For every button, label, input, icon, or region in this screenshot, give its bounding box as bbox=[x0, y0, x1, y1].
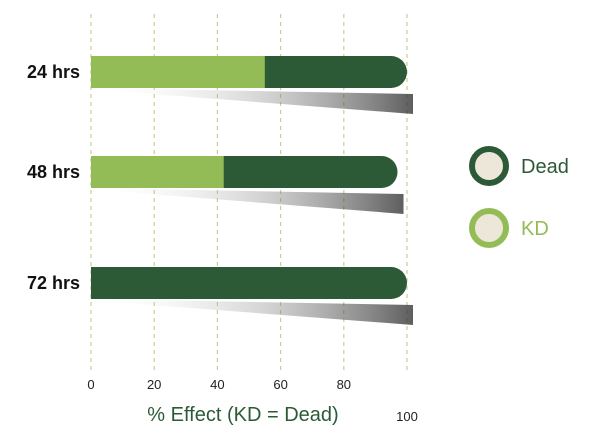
legend-label: KD bbox=[521, 218, 549, 240]
bar-shadow bbox=[91, 299, 413, 325]
x-tick-labels: 0 20 40 60 80 100 bbox=[87, 377, 417, 424]
category-label: 24 hrs bbox=[27, 62, 80, 82]
bar-kd-48-hrs bbox=[91, 156, 224, 188]
category-labels: 24 hrs 48 hrs 72 hrs bbox=[27, 62, 80, 293]
x-tick-label: 100 bbox=[396, 409, 418, 424]
x-tick-label: 20 bbox=[147, 377, 161, 392]
legend-label: Dead bbox=[521, 156, 569, 178]
bar-kd-24-hrs bbox=[91, 56, 265, 88]
x-tick-label: 0 bbox=[87, 377, 94, 392]
bar-dead-72-hrs bbox=[91, 267, 407, 299]
bars bbox=[91, 56, 407, 299]
legend: Dead KD bbox=[469, 146, 569, 248]
x-tick-label: 80 bbox=[337, 377, 351, 392]
bar-shadow bbox=[91, 188, 404, 214]
legend-item-dead: Dead bbox=[469, 146, 569, 186]
legend-marker bbox=[469, 208, 509, 248]
legend-marker bbox=[469, 146, 509, 186]
category-label: 72 hrs bbox=[27, 273, 80, 293]
legend-item-kd: KD bbox=[469, 208, 549, 248]
x-tick-label: 60 bbox=[273, 377, 287, 392]
category-label: 48 hrs bbox=[27, 162, 80, 182]
bar-shadows bbox=[91, 88, 413, 325]
x-tick-label: 40 bbox=[210, 377, 224, 392]
bar-shadow bbox=[91, 88, 413, 114]
x-axis-title: % Effect (KD = Dead) bbox=[147, 404, 338, 426]
